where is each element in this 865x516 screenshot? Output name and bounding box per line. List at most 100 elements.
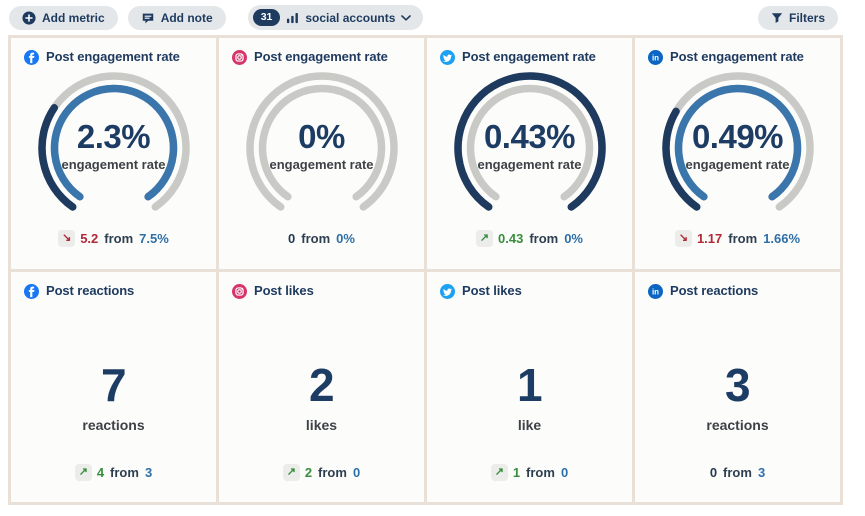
facebook-icon <box>24 283 39 299</box>
delta-previous-value: 0% <box>564 231 583 246</box>
delta-amount: 0 <box>709 464 718 480</box>
card-twitter-engagement-rate: Post engagement rate 0.43% engagement ra… <box>427 38 632 269</box>
card-title: Post reactions <box>46 282 135 298</box>
delta-previous-value: 0% <box>336 231 355 246</box>
svg-text:in: in <box>652 54 659 63</box>
twitter-icon <box>440 50 455 65</box>
card-title: Post likes <box>254 282 314 298</box>
delta-previous-value: 0 <box>560 464 569 480</box>
metric-value: 1 <box>516 358 543 411</box>
metric-value: 2 <box>308 358 335 411</box>
engagement-gauge: 0% engagement rate <box>232 68 412 218</box>
delta-previous-value: 1.66% <box>763 231 801 246</box>
trend-arrow-icon: ↘ <box>58 230 76 247</box>
add-metric-button[interactable]: Add metric <box>9 5 118 30</box>
engagement-gauge: 0.43% engagement rate <box>440 68 620 218</box>
chevron-down-icon <box>401 14 412 21</box>
metric-value-block: 3 reactions <box>635 299 840 463</box>
bar-chart-icon <box>286 11 299 24</box>
delta-from-word: from <box>301 231 331 246</box>
delta-row: ↗ 2 from 0 <box>219 462 424 482</box>
card-title: Post engagement rate <box>46 49 180 65</box>
delta-row: ↗ 1 from 0 <box>427 462 632 482</box>
card-header: Post likes <box>427 272 632 299</box>
trend-arrow-icon: ↗ <box>282 463 300 481</box>
metric-value-label: likes <box>305 416 338 433</box>
metric-value-block: 7 reactions <box>11 299 216 463</box>
card-title: Post engagement rate <box>670 49 804 65</box>
gauge-arcs <box>453 72 606 211</box>
card-header: Post likes <box>219 272 424 299</box>
delta-previous-value: 3 <box>757 464 766 480</box>
instagram-icon <box>232 50 247 65</box>
trend-arrow-icon: ↗ <box>74 463 92 481</box>
card-title: Post reactions <box>670 282 759 298</box>
social-accounts-selector[interactable]: 31 social accounts <box>247 5 424 30</box>
card-header: Post reactions <box>11 272 216 299</box>
card-title: Post engagement rate <box>462 49 596 65</box>
delta-from-word: from <box>318 464 347 480</box>
trend-arrow-icon: ↗ <box>476 230 493 247</box>
gauge-arcs <box>37 72 190 211</box>
metric-value-label: reactions <box>82 416 145 433</box>
metric-value-label: like <box>517 416 542 433</box>
plus-circle-icon <box>22 10 36 25</box>
delta-amount: 4 <box>96 464 105 480</box>
delta-row: ↗ 4 from 3 <box>11 462 216 482</box>
metric-value: 7 <box>100 358 127 411</box>
card-instagram-post-likes: Post likes 2 likes ↗ 2 from 0 <box>219 271 424 502</box>
card-linkedin-engagement-rate: in Post engagement rate 0.49% engagement… <box>635 38 840 269</box>
delta-from-word: from <box>526 464 555 480</box>
delta-amount: 0.43 <box>498 231 524 246</box>
filters-label: Filters <box>788 10 825 25</box>
gauge-arcs <box>661 72 814 211</box>
facebook-icon <box>24 50 39 65</box>
note-bubble-icon <box>141 11 155 25</box>
funnel-icon <box>771 12 783 24</box>
trend-arrow-icon: ↘ <box>674 230 692 247</box>
card-header: Post engagement rate <box>427 38 632 65</box>
accounts-count-badge: 31 <box>252 9 281 26</box>
card-instagram-engagement-rate: Post engagement rate 0% engagement rate … <box>219 38 424 269</box>
svg-text:in: in <box>652 287 659 296</box>
delta-amount: 1.17 <box>696 231 723 246</box>
delta-amount: 0 <box>288 231 296 246</box>
metric-value-block: 2 likes <box>219 299 424 463</box>
engagement-gauge: 0.49% engagement rate <box>648 68 828 218</box>
delta-from-word: from <box>728 231 758 246</box>
delta-from-word: from <box>723 464 752 480</box>
metric-value-block: 1 like <box>427 299 632 463</box>
card-title: Post engagement rate <box>254 49 388 65</box>
delta-amount: 5.2 <box>80 231 99 246</box>
toolbar: Add metric Add note 31 social accounts F… <box>0 0 865 35</box>
delta-row: 0 from 0% <box>219 229 424 249</box>
delta-from-word: from <box>110 464 139 480</box>
delta-amount: 1 <box>512 464 521 480</box>
card-header: in Post engagement rate <box>635 38 840 65</box>
delta-amount: 2 <box>304 464 313 480</box>
delta-row: ↘ 1.17 from 1.66% <box>635 229 840 249</box>
delta-row: 0 from 3 <box>635 462 840 482</box>
card-facebook-post-reactions: Post reactions 7 reactions ↗ 4 from 3 <box>11 271 216 502</box>
filters-button[interactable]: Filters <box>757 5 838 30</box>
delta-from-word: from <box>104 231 134 246</box>
delta-previous-value: 3 <box>144 464 153 480</box>
toolbar-left-group: Add metric Add note 31 social accounts <box>9 5 424 30</box>
card-facebook-engagement-rate: Post engagement rate 2.3% engagement rat… <box>11 38 216 269</box>
card-header: Post engagement rate <box>11 38 216 65</box>
add-metric-label: Add metric <box>42 10 105 25</box>
card-linkedin-post-reactions: in Post reactions 3 reactions 0 from 3 <box>635 271 840 502</box>
twitter-icon <box>440 283 455 299</box>
card-twitter-post-likes: Post likes 1 like ↗ 1 from 0 <box>427 271 632 502</box>
delta-previous-value: 0 <box>352 464 361 480</box>
delta-from-word: from <box>529 231 559 246</box>
instagram-icon <box>232 283 247 299</box>
card-header: in Post reactions <box>635 272 840 299</box>
gauge-arcs <box>245 72 398 211</box>
add-note-label: Add note <box>160 10 213 25</box>
card-header: Post engagement rate <box>219 38 424 65</box>
card-title: Post likes <box>462 282 522 298</box>
metric-value: 3 <box>724 358 751 411</box>
metrics-grid: Post engagement rate 2.3% engagement rat… <box>8 35 843 505</box>
add-note-button[interactable]: Add note <box>127 5 226 30</box>
